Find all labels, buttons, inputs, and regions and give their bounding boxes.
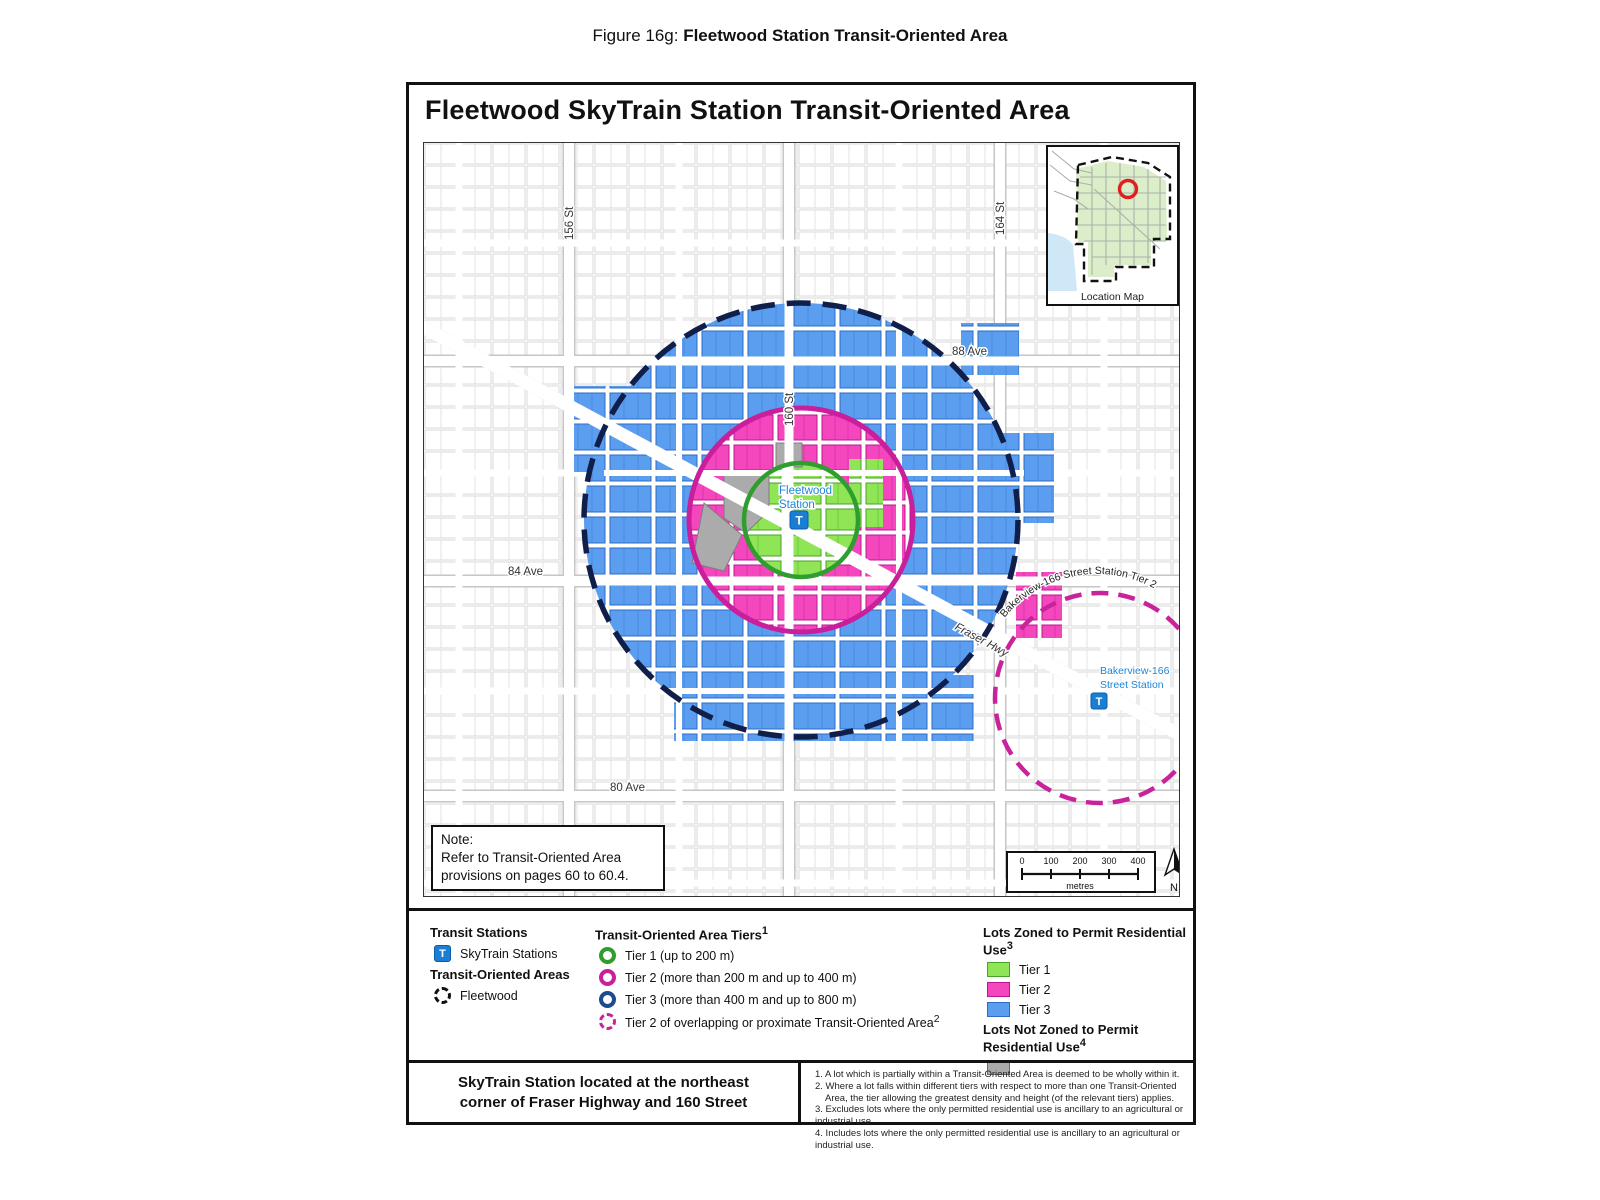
tier1-ring: [741, 460, 861, 580]
bakerview-station-label-line1: Bakerview-166: [1100, 665, 1170, 677]
legend-panel: Transit Stations T SkyTrain Stations Tra…: [409, 908, 1193, 1075]
inset-boundary-dashed: [1074, 155, 1172, 283]
footnote-3: 3. Excludes lots where the only permitte…: [815, 1104, 1184, 1128]
legend-col-tiers: Transit-Oriented Area Tiers1 Tier 1 (up …: [595, 925, 940, 1035]
tier2-ring: [686, 405, 916, 635]
footer-band: SkyTrain Station located at the northeas…: [409, 1060, 1193, 1151]
north-arrow: N: [1162, 846, 1179, 894]
fleetwood-station-t-icon: [789, 510, 809, 530]
inset-roads: [1049, 150, 1166, 275]
tier2-lot-swatch: [987, 982, 1010, 998]
north-label: N: [1170, 882, 1178, 894]
legend-item-lot-tier2: Tier 2: [987, 982, 1193, 998]
tier3-dashed-boundary: [581, 300, 1021, 740]
tier3-ring-icon: [599, 991, 616, 1009]
svg-text:200: 200: [1072, 856, 1087, 866]
legend-item-tier2-ring: Tier 2 (more than 200 m and up to 400 m): [599, 969, 940, 987]
scale-bar-svg: 0 100 200 300 400 metres: [1019, 856, 1145, 891]
street-label-84ave: 84 Ave: [508, 566, 543, 578]
toa-dashed-circle-icon: [434, 987, 451, 1004]
svg-text:T: T: [795, 514, 803, 528]
street-label-80ave: 80 Ave: [610, 782, 645, 794]
street-label-164st: 164 St: [995, 201, 1007, 235]
legend-heading-toa: Transit-Oriented Areas: [430, 967, 570, 982]
note-line3: provisions on pages 60 to 60.4.: [441, 868, 629, 883]
scale-bar-unit: metres: [1066, 881, 1094, 891]
legend-col-stations: Transit Stations T SkyTrain Stations Tra…: [430, 925, 570, 1009]
legend-item-fleetwood-toa: Fleetwood: [434, 987, 570, 1004]
fleetwood-station-label-line2: Station: [779, 499, 815, 511]
location-map-inset: Location Map: [1046, 145, 1179, 306]
bakerview-station-t-icon: [1090, 692, 1108, 710]
location-map-svg: [1048, 150, 1172, 291]
legend-item-lot-tier3: Tier 3: [987, 1002, 1193, 1018]
bakerview-tier2-dashed-ring: [992, 590, 1179, 806]
tier2-overlap-dashed-icon: [599, 1013, 616, 1031]
map-area: 156 St 164 St 160 St 88 Ave 84 Ave 80 Av…: [423, 142, 1180, 897]
streets-over-lots: [424, 143, 1179, 896]
inset-station-marker: [1117, 178, 1139, 200]
bakerview-station-label-line2: Street Station: [1100, 679, 1164, 691]
svg-text:400: 400: [1130, 856, 1145, 866]
footnote-1: 1. A lot which is partially within a Tra…: [815, 1069, 1180, 1080]
svg-text:300: 300: [1101, 856, 1116, 866]
svg-text:0: 0: [1019, 856, 1024, 866]
scale-bar: 0 100 200 300 400 metres: [1006, 851, 1156, 893]
legend-heading-lots-not-zoned: Lots Not Zoned to Permit Residential Use…: [983, 1022, 1139, 1055]
footnote-4: 4. Includes lots where the only permitte…: [815, 1127, 1180, 1151]
figure-caption-title: Fleetwood Station Transit-Oriented Area: [683, 26, 1008, 45]
svg-text:100: 100: [1043, 856, 1058, 866]
note-box: Note: Refer to Transit-Oriented Area pro…: [431, 825, 665, 891]
legend-heading-lots-zoned: Lots Zoned to Permit Residential Use3: [983, 925, 1186, 958]
legend-heading-tiers: Transit-Oriented Area Tiers1: [595, 925, 768, 943]
north-arrow-icon: [1163, 846, 1179, 877]
location-map-label: Location Map: [1080, 291, 1145, 303]
tier3-lot-swatch: [987, 1002, 1010, 1018]
tier2-ring-icon: [599, 969, 616, 987]
fleetwood-station-label-line1: Fleetwood: [779, 485, 832, 497]
figure-panel: Fleetwood SkyTrain Station Transit-Orien…: [406, 82, 1196, 1151]
note-line2: Refer to Transit-Oriented Area: [441, 850, 622, 865]
skytrain-station-icon: T: [434, 945, 451, 962]
legend-item-tier2-overlap: Tier 2 of overlapping or proximate Trans…: [599, 1013, 940, 1031]
footnote-2-continued: Area, the tier allowing the greatest den…: [825, 1092, 1175, 1104]
legend-item-lot-tier1: Tier 1: [987, 962, 1193, 978]
tier1-ring-icon: [599, 947, 616, 965]
station-location-statement: SkyTrain Station located at the northeas…: [409, 1063, 801, 1122]
fleetwood-station-marker: Fleetwood Station T: [778, 484, 834, 530]
footnote-2: 2. Where a lot falls within different ti…: [815, 1080, 1177, 1092]
legend-item-tier1-ring: Tier 1 (up to 200 m): [599, 947, 940, 965]
figure-caption-prefix: Figure 16g:: [592, 26, 684, 45]
legend-item-tier3-ring: Tier 3 (more than 400 m and up to 800 m): [599, 991, 940, 1009]
inset-water: [1048, 233, 1077, 291]
note-line1: Note:: [441, 832, 474, 847]
legend-col-lots: Lots Zoned to Permit Residential Use3 Ti…: [983, 925, 1193, 1080]
map-title: Fleetwood SkyTrain Station Transit-Orien…: [425, 95, 1070, 125]
legend-heading-transit-stations: Transit Stations: [430, 925, 528, 940]
street-label-160st: 160 St: [784, 392, 796, 426]
footnotes: 1. A lot which is partially within a Tra…: [801, 1063, 1193, 1151]
tier1-lot-swatch: [987, 962, 1010, 978]
inset-city-area: [1076, 161, 1167, 277]
street-label-156st: 156 St: [564, 206, 576, 240]
bakerview-station-marker: Bakerview-166 Street Station T: [1090, 664, 1171, 710]
svg-text:T: T: [1096, 696, 1103, 708]
figure-caption: Figure 16g: Fleetwood Station Transit-Or…: [0, 26, 1600, 46]
street-label-88ave: 88 Ave: [952, 346, 987, 358]
legend-item-skytrain-stations: T SkyTrain Stations: [434, 945, 570, 962]
